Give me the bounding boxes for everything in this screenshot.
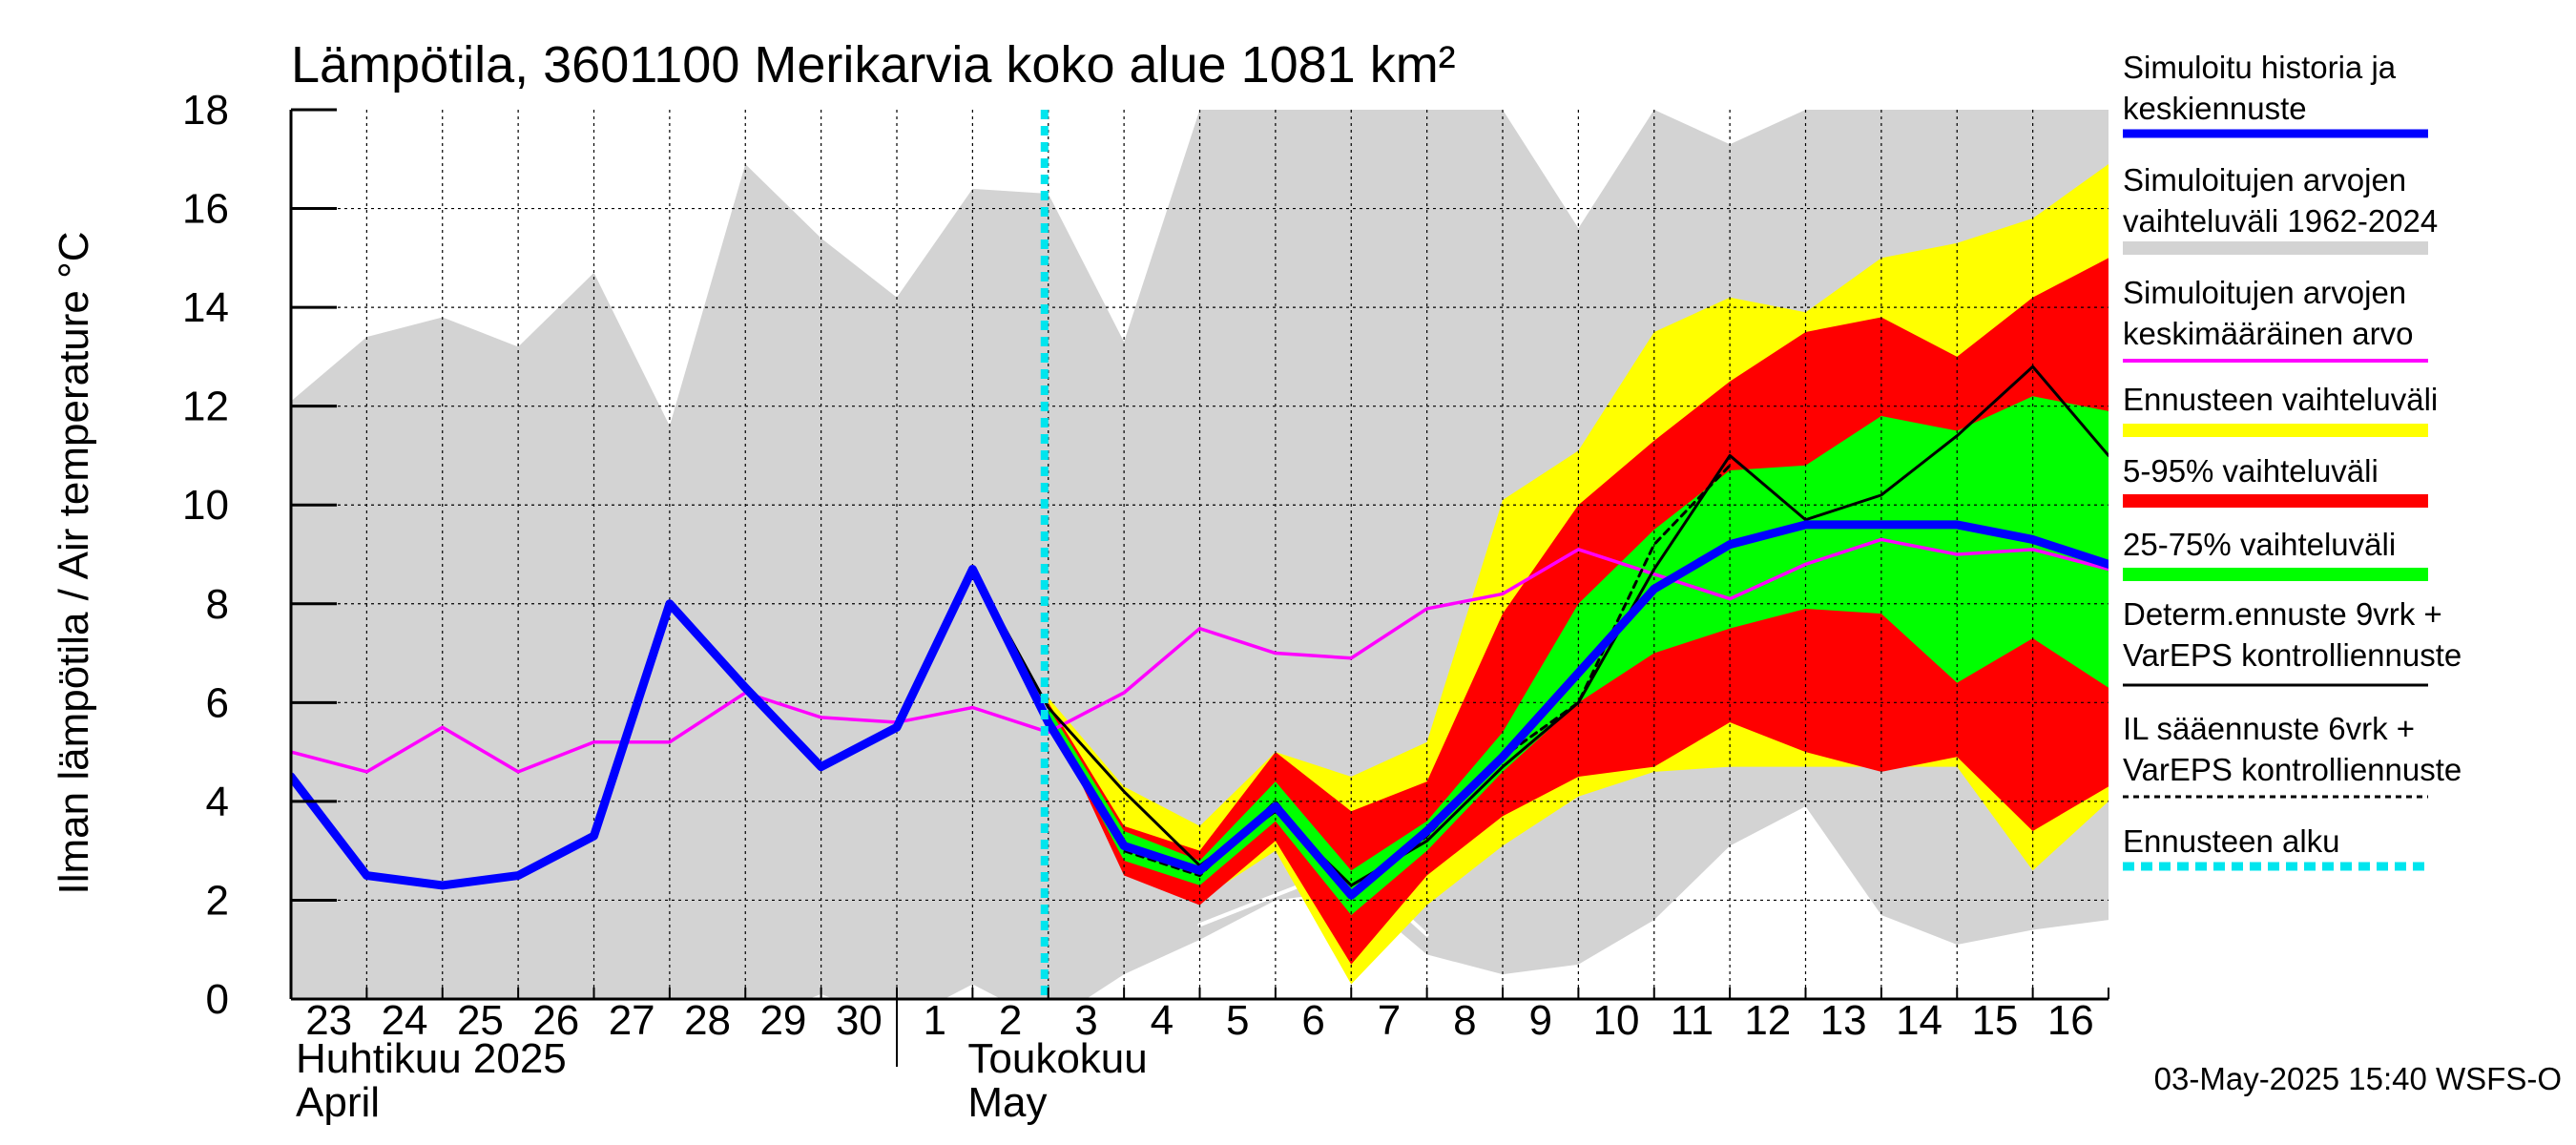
x-tick-label: 24 <box>382 997 428 1044</box>
y-tick-label: 16 <box>182 186 229 233</box>
x-tick-label: 2 <box>999 997 1022 1044</box>
legend-label: 5-95% vaihteluväli <box>2123 453 2379 489</box>
legend-label: Simuloitu historia ja <box>2123 50 2397 85</box>
x-tick-label: 12 <box>1744 997 1791 1044</box>
x-tick-label: 1 <box>923 997 945 1044</box>
median-forecast-line <box>291 520 2109 900</box>
month-label-en: April <box>296 1079 380 1126</box>
y-tick-label: 4 <box>206 779 229 825</box>
x-tick-label: 25 <box>457 997 504 1044</box>
legend-entry: 5-95% vaihteluväli <box>2123 453 2428 508</box>
y-axis-label: Ilman lämpötila / Air temperature °C <box>51 232 97 895</box>
legend-label: VarEPS kontrolliennuste <box>2123 637 2462 673</box>
x-tick-label: 26 <box>532 997 579 1044</box>
mean-line <box>291 537 2109 774</box>
legend-label: VarEPS kontrolliennuste <box>2123 752 2462 787</box>
legend-entry: Ennusteen alku <box>2123 823 2428 871</box>
timestamp-footer: 03-May-2025 15:40 WSFS-O <box>2154 1061 2562 1096</box>
month-label-fi: Toukokuu <box>967 1035 1147 1082</box>
y-tick-label: 6 <box>206 679 229 726</box>
legend-entry: Determ.ennuste 9vrk + VarEPS kontrollienn… <box>2123 596 2462 687</box>
x-tick-label: 4 <box>1151 997 1174 1044</box>
y-tick-label: 0 <box>206 976 229 1023</box>
x-tick-label: 28 <box>684 997 731 1044</box>
legend-label: 25-75% vaihteluväli <box>2123 527 2396 562</box>
legend-label: Determ.ennuste 9vrk + <box>2123 596 2442 632</box>
month-label-en: May <box>967 1079 1047 1126</box>
legend-entry: Ennusteen vaihteluväli <box>2123 382 2438 437</box>
legend-entry: IL sääennuste 6vrk + VarEPS kontrollienn… <box>2123 711 2462 799</box>
legend-label: Ennusteen alku <box>2123 823 2340 859</box>
x-tick-label: 11 <box>1671 997 1714 1044</box>
legend-entry: Simuloitujen arvojen vaihteluväli 1962-20… <box>2123 162 2438 255</box>
x-tick-label: 29 <box>759 997 806 1044</box>
legend-label: IL sääennuste 6vrk + <box>2123 711 2415 746</box>
x-tick-label: 7 <box>1378 997 1401 1044</box>
x-tick-label: 6 <box>1301 997 1324 1044</box>
y-tick-label: 2 <box>206 877 229 924</box>
x-tick-label: 10 <box>1593 997 1640 1044</box>
x-tick-label: 13 <box>1820 997 1867 1044</box>
x-tick-label: 5 <box>1226 997 1249 1044</box>
legend-label: keskimääräinen arvo <box>2123 316 2413 351</box>
legend-label: vaihteluväli 1962-2024 <box>2123 203 2438 239</box>
y-tick-label: 14 <box>182 284 229 331</box>
y-tick-label: 12 <box>182 384 229 430</box>
legend-entry: Simuloitu historia ja keskiennuste <box>2123 50 2428 138</box>
x-tick-label: 30 <box>836 997 883 1044</box>
legend-entry: 25-75% vaihteluväli <box>2123 527 2428 581</box>
chart-title: Lämpötila, 3601100 Merikarvia koko alue … <box>291 36 1456 94</box>
x-tick-label: 14 <box>1896 997 1942 1044</box>
x-tick-label: 15 <box>1971 997 2018 1044</box>
x-tick-label: 9 <box>1528 997 1551 1044</box>
x-tick-label: 3 <box>1074 997 1097 1044</box>
y-tick-label: 8 <box>206 581 229 628</box>
legend-label: Simuloitujen arvojen <box>2123 275 2406 310</box>
plot-area <box>291 110 2109 999</box>
legend-label: Simuloitujen arvojen <box>2123 162 2406 198</box>
month-label-fi: Huhtikuu 2025 <box>296 1035 567 1082</box>
x-tick-label: 16 <box>2047 997 2094 1044</box>
y-tick-label: 18 <box>182 87 229 134</box>
x-tick-label: 23 <box>305 997 352 1044</box>
deterministic-forecast-line <box>895 364 2109 887</box>
x-tick-label: 8 <box>1453 997 1476 1044</box>
y-tick-label: 10 <box>182 482 229 529</box>
x-tick-label: 27 <box>609 997 655 1044</box>
legend-label: Ennusteen vaihteluväli <box>2123 382 2438 417</box>
legend-label: keskiennuste <box>2123 91 2307 126</box>
legend-entry: Simuloitujen arvojen keskimääräinen arvo <box>2123 275 2428 363</box>
